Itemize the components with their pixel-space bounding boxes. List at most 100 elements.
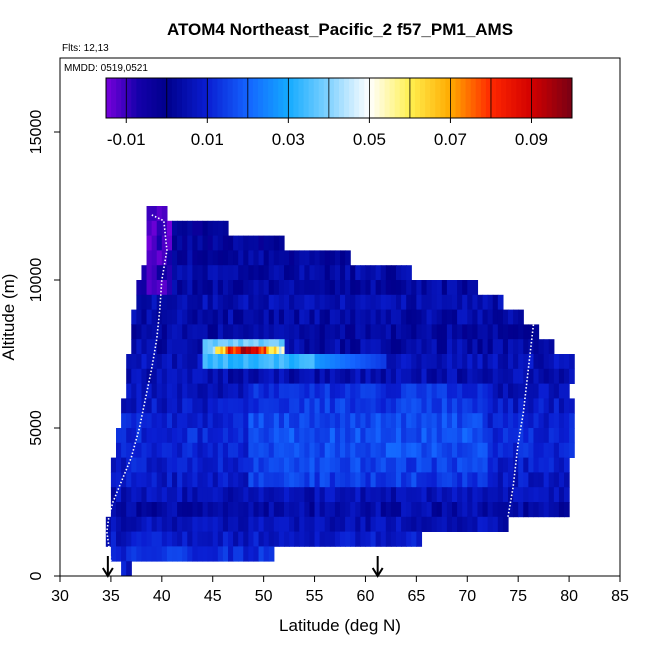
heatmap-cell: [543, 368, 550, 384]
heatmap-cell: [233, 472, 239, 488]
heatmap-cell: [401, 442, 407, 458]
heatmap-cell: [187, 487, 193, 503]
heatmap-cell: [426, 309, 433, 325]
heatmap-cell: [116, 487, 122, 503]
heatmap-cell: [263, 502, 270, 518]
heatmap-cell: [345, 250, 351, 266]
heatmap-cell: [238, 487, 244, 503]
heatmap-cell: [553, 502, 560, 518]
heatmap-cell: [411, 368, 417, 384]
heatmap-cell: [304, 324, 311, 340]
heatmap-cell: [141, 487, 148, 503]
heatmap-cell: [436, 398, 443, 414]
heatmap-cell: [406, 487, 412, 503]
heatmap-cell: [365, 324, 372, 340]
heatmap-cell: [243, 324, 249, 340]
heatmap-cell: [513, 502, 519, 518]
heatmap-cell: [411, 383, 417, 399]
colorbar-swatch: [252, 78, 259, 118]
heatmap-cell: [497, 487, 504, 503]
heatmap-cell: [141, 383, 148, 399]
colorbar-swatch: [414, 78, 421, 118]
colorbar-swatch: [298, 78, 305, 118]
heatmap-cell: [340, 472, 346, 488]
heatmap-cell: [151, 354, 158, 370]
heatmap-cell: [319, 280, 326, 296]
heatmap-cell: [482, 294, 489, 310]
heatmap-cell: [497, 354, 504, 370]
heatmap-cell: [380, 339, 387, 355]
heatmap-cell: [538, 442, 545, 458]
heatmap-cell: [329, 531, 336, 547]
heatmap-cell: [502, 324, 509, 340]
heatmap-cell: [284, 309, 290, 325]
heatmap-cell: [467, 428, 473, 444]
heatmap-cell: [350, 472, 356, 488]
heatmap-cell: [319, 398, 326, 414]
heatmap-cell: [543, 487, 550, 503]
heatmap-cell: [365, 294, 372, 310]
heatmap-cell: [273, 502, 280, 518]
heatmap-cell: [151, 250, 158, 266]
heatmap-cell: [472, 472, 479, 488]
heatmap-cell: [538, 398, 545, 414]
heatmap-cell: [497, 309, 504, 325]
colorbar-swatch: [506, 78, 512, 118]
heatmap-cell: [355, 398, 361, 414]
heatmap-cell: [502, 339, 509, 355]
heatmap-cell: [172, 235, 178, 251]
heatmap-cell: [217, 487, 224, 503]
heatmap-cell: [136, 413, 143, 429]
heatmap-cell: [217, 546, 224, 562]
heatmap-cell: [329, 398, 336, 414]
heatmap-cell: [355, 368, 361, 384]
heatmap-cell: [207, 250, 214, 266]
heatmap-cell: [502, 368, 509, 384]
heatmap-cell: [462, 309, 468, 325]
colorbar-swatch: [126, 78, 132, 118]
colorbar-swatch: [293, 78, 299, 118]
heatmap-cell: [141, 339, 148, 355]
heatmap-cell: [243, 472, 249, 488]
heatmap-cell: [441, 324, 448, 340]
heatmap-cell: [533, 442, 540, 458]
heatmap-cell: [273, 265, 280, 281]
heatmap-cell: [197, 502, 204, 518]
heatmap-cell: [355, 457, 361, 473]
heatmap-cell: [528, 324, 535, 340]
heatmap-cell: [375, 309, 382, 325]
heatmap-cell: [375, 398, 382, 414]
heatmap-cell: [334, 502, 341, 518]
heatmap-cell: [202, 457, 209, 473]
heatmap-cell: [172, 220, 178, 236]
heatmap-cell: [289, 383, 295, 399]
heatmap-cell: [212, 346, 216, 354]
x-tick-label: 75: [509, 588, 527, 605]
heatmap-cell: [146, 235, 153, 251]
heatmap-cell: [222, 383, 229, 399]
heatmap-cell: [235, 346, 239, 354]
heatmap-cell: [141, 280, 148, 296]
heatmap-cell: [141, 428, 148, 444]
heatmap-cell: [121, 531, 127, 547]
heatmap-cell: [172, 324, 178, 340]
heatmap-cell: [350, 516, 356, 532]
heatmap-cell: [212, 280, 219, 296]
heatmap-cell: [212, 265, 219, 281]
heatmap-cell: [441, 368, 448, 384]
heatmap-cell: [187, 294, 193, 310]
heatmap-cell: [360, 442, 367, 458]
heatmap-cell: [212, 309, 219, 325]
heatmap-cell: [289, 324, 295, 340]
heatmap-cell: [355, 413, 361, 429]
heatmap-cell: [345, 354, 351, 369]
heatmap-cell: [421, 472, 428, 488]
heatmap-cell: [472, 354, 479, 370]
heatmap-cell: [151, 457, 158, 473]
heatmap-cell: [518, 487, 524, 503]
heatmap-cell: [543, 457, 550, 473]
heatmap-cell: [401, 294, 407, 310]
heatmap-cell: [436, 428, 443, 444]
heatmap-cell: [233, 294, 239, 310]
colorbar-swatch: [531, 78, 538, 118]
